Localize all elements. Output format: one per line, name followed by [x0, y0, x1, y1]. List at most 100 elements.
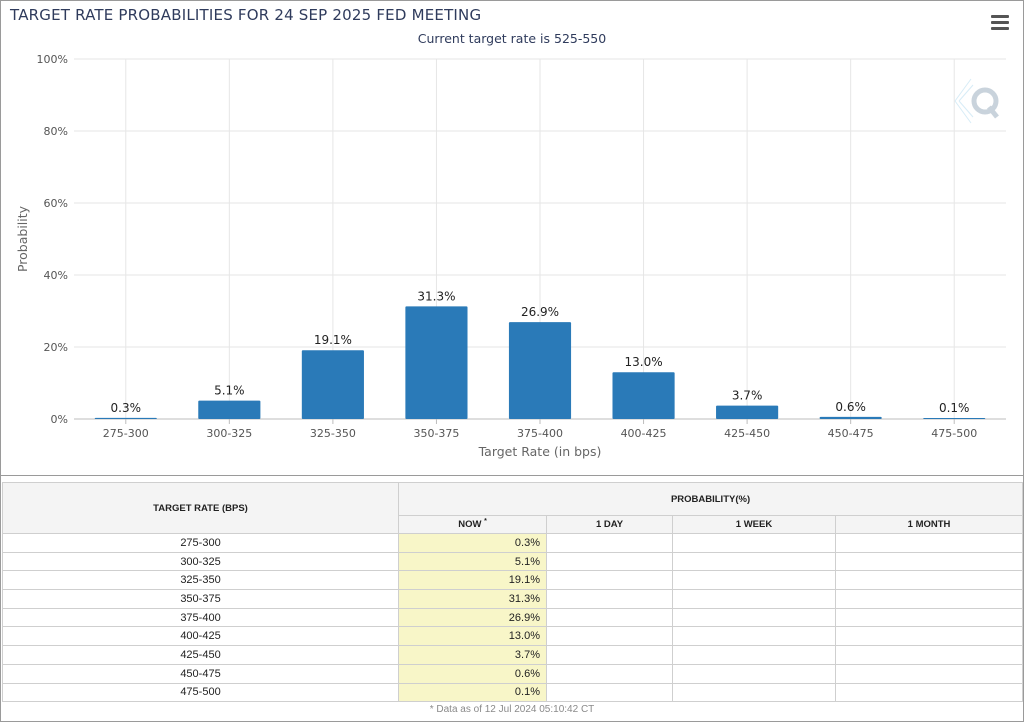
y-tick-label: 60% [44, 197, 68, 210]
one-day-cell [546, 663, 673, 684]
x-tick-label: 450-475 [828, 427, 874, 440]
one-day-cell [546, 533, 673, 553]
one-week-cell [672, 570, 836, 591]
one-week-header: 1 WEEK [672, 515, 836, 534]
chart-panel: TARGET RATE PROBABILITIES FOR 24 SEP 202… [1, 1, 1023, 476]
one-month-cell [834, 607, 1024, 628]
table-row: 475-500 0.1% [2, 682, 1024, 703]
one-month-cell [834, 682, 1024, 703]
data-label: 5.1% [214, 384, 245, 398]
rate-cell: 450-475 [2, 663, 399, 684]
one-day-header: 1 DAY [546, 515, 673, 534]
rate-cell: 275-300 [2, 533, 399, 553]
now-marker: * [484, 518, 487, 526]
table-row: 375-400 26.9% [2, 607, 1024, 628]
one-day-cell [546, 645, 673, 665]
one-week-cell [672, 663, 836, 684]
now-probability-cell: 31.3% [398, 589, 547, 609]
table-row: 450-475 0.6% [2, 663, 1024, 684]
rate-cell: 425-450 [2, 645, 399, 665]
one-day-cell [546, 607, 673, 628]
x-axis-title: Target Rate (in bps) [478, 444, 602, 459]
bar [612, 372, 675, 419]
data-label: 3.7% [732, 389, 763, 403]
now-header-label: NOW [458, 519, 482, 531]
probability-table-panel: TARGET RATE (BPS) PROBABILITY(%) NOW * 1… [1, 482, 1024, 721]
probability-table: TARGET RATE (BPS) PROBABILITY(%) NOW * 1… [2, 482, 1024, 703]
y-tick-label: 20% [44, 341, 68, 354]
target-rate-header: TARGET RATE (BPS) [2, 482, 399, 534]
rate-cell: 475-500 [2, 682, 399, 703]
x-tick-label: 300-325 [206, 427, 252, 440]
chart-title: TARGET RATE PROBABILITIES FOR 24 SEP 202… [10, 6, 482, 24]
one-month-cell [834, 570, 1024, 591]
one-day-cell [546, 589, 673, 609]
bar [301, 350, 364, 419]
one-day-cell [546, 551, 673, 572]
probability-header: PROBABILITY(%) [397, 482, 1024, 516]
one-day-cell [546, 570, 673, 591]
data-label: 19.1% [314, 333, 352, 347]
data-label: 26.9% [521, 305, 559, 319]
now-probability-cell: 0.3% [398, 533, 547, 553]
bar [508, 322, 572, 419]
now-probability-cell: 0.6% [398, 663, 547, 684]
one-week-cell [672, 682, 836, 703]
y-tick-label: 100% [37, 53, 68, 66]
table-row: 300-325 5.1% [2, 551, 1024, 572]
hamburger-menu-icon[interactable] [989, 13, 1011, 33]
now-probability-cell: 13.0% [398, 626, 547, 647]
q-logo-icon [954, 78, 999, 124]
x-tick-label: 325-350 [310, 427, 356, 440]
one-week-cell [672, 589, 836, 609]
one-week-cell [672, 533, 836, 553]
one-month-cell [834, 645, 1024, 665]
table-row: 350-375 31.3% [2, 589, 1024, 609]
table-row: 425-450 3.7% [2, 645, 1024, 665]
bar [94, 417, 157, 419]
chart-subtitle: Current target rate is 525-550 [417, 31, 607, 46]
data-label: 0.6% [835, 400, 866, 414]
rate-cell: 300-325 [2, 551, 399, 572]
one-month-header: 1 MONTH [834, 515, 1024, 534]
one-week-cell [672, 607, 836, 628]
one-week-cell [672, 645, 836, 665]
one-day-cell [546, 682, 673, 703]
y-axis-title: Probability [15, 205, 30, 272]
one-week-cell [672, 626, 836, 647]
x-tick-label: 400-425 [621, 427, 667, 440]
table-row: 275-300 0.3% [2, 533, 1024, 553]
one-month-cell [834, 663, 1024, 684]
data-timestamp-note: * Data as of 12 Jul 2024 05:10:42 CT [429, 704, 595, 715]
now-probability-cell: 5.1% [398, 551, 547, 572]
x-tick-label: 275-300 [103, 427, 149, 440]
y-tick-label: 40% [44, 269, 68, 282]
rate-cell: 400-425 [2, 626, 399, 647]
one-month-cell [834, 589, 1024, 609]
y-tick-label: 80% [44, 125, 68, 138]
x-tick-label: 475-500 [931, 427, 977, 440]
one-month-cell [834, 533, 1024, 553]
now-probability-cell: 26.9% [398, 607, 547, 628]
data-label: 0.1% [939, 401, 970, 415]
bar [819, 416, 882, 419]
rate-cell: 325-350 [2, 570, 399, 591]
bar [405, 306, 468, 419]
one-week-cell [672, 551, 836, 572]
rate-cell: 350-375 [2, 589, 399, 609]
table-row: 400-425 13.0% [2, 626, 1024, 647]
one-month-cell [834, 551, 1024, 572]
data-label: 13.0% [624, 355, 662, 369]
bar [923, 418, 986, 419]
x-tick-label: 375-400 [517, 427, 563, 440]
x-tick-label: 350-375 [413, 427, 459, 440]
rate-cell: 375-400 [2, 607, 399, 628]
bar [198, 400, 261, 419]
y-tick-label: 0% [51, 413, 68, 426]
one-month-cell [834, 626, 1024, 647]
now-probability-cell: 0.1% [398, 682, 547, 703]
now-probability-cell: 3.7% [398, 645, 547, 665]
one-day-cell [546, 626, 673, 647]
data-label: 0.3% [111, 401, 142, 415]
